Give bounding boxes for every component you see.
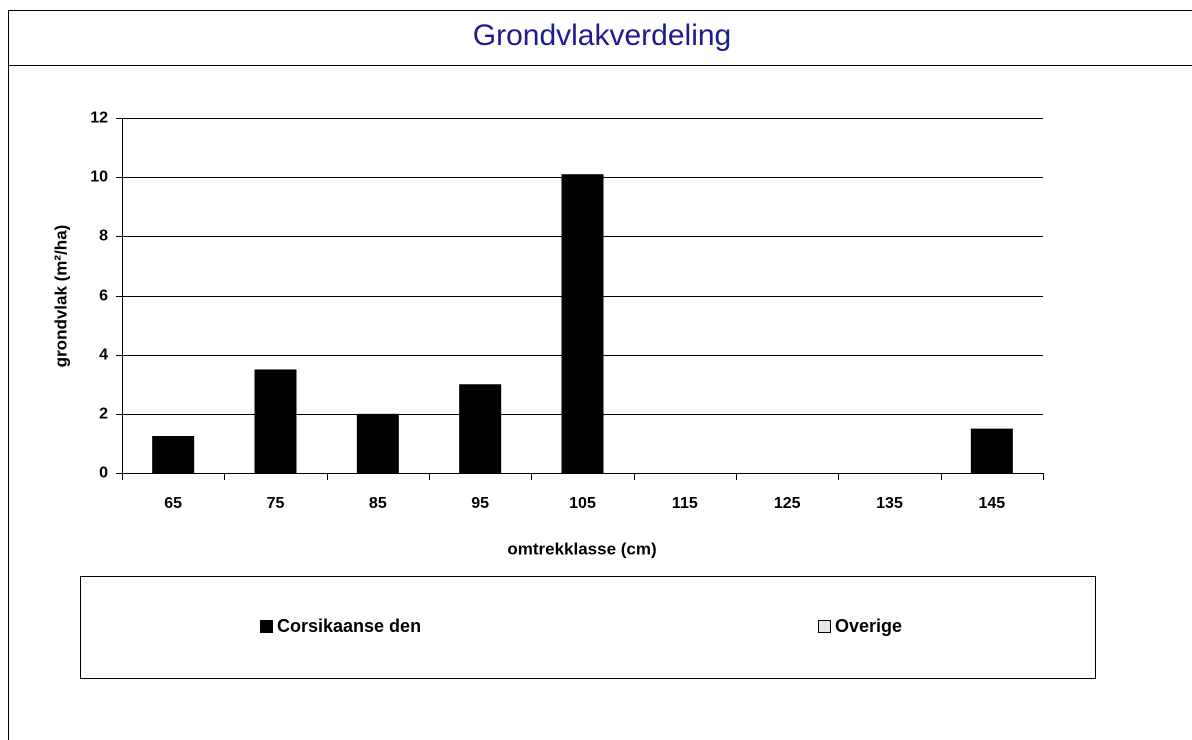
bar (561, 174, 604, 474)
x-tick-label: 135 (876, 495, 903, 512)
y-tick-label: 2 (99, 406, 108, 423)
bar (459, 384, 502, 473)
x-tick-label: 85 (369, 495, 387, 512)
x-tick-label: 115 (672, 495, 698, 512)
x-axis-label: omtrekklasse (cm) (507, 539, 656, 558)
y-tick-label: 6 (99, 288, 108, 305)
legend-label: Corsikaanse den (277, 616, 421, 636)
legend-swatch (260, 620, 273, 633)
x-tick-label: 75 (267, 495, 285, 512)
x-tick-label: 105 (569, 495, 596, 512)
bar (152, 436, 195, 473)
y-tick-label: 10 (90, 169, 108, 186)
bar (970, 428, 1013, 473)
y-tick-label: 0 (99, 465, 108, 482)
chart-title: Grondvlakverdeling (473, 19, 731, 52)
x-tick-label: 95 (471, 495, 489, 512)
y-tick-label: 8 (99, 228, 108, 245)
x-tick-label: 65 (164, 495, 182, 512)
bar (254, 369, 297, 473)
legend-label: Overige (835, 616, 902, 636)
y-tick-label: 12 (90, 110, 108, 127)
legend-box (80, 576, 1096, 679)
x-tick-label: 125 (774, 495, 801, 512)
bar (356, 413, 399, 473)
y-axis-label: grondvlak (m²/ha) (51, 225, 70, 368)
y-tick-label: 4 (99, 347, 108, 364)
x-tick-label: 145 (978, 495, 1005, 512)
legend-swatch (818, 620, 831, 633)
